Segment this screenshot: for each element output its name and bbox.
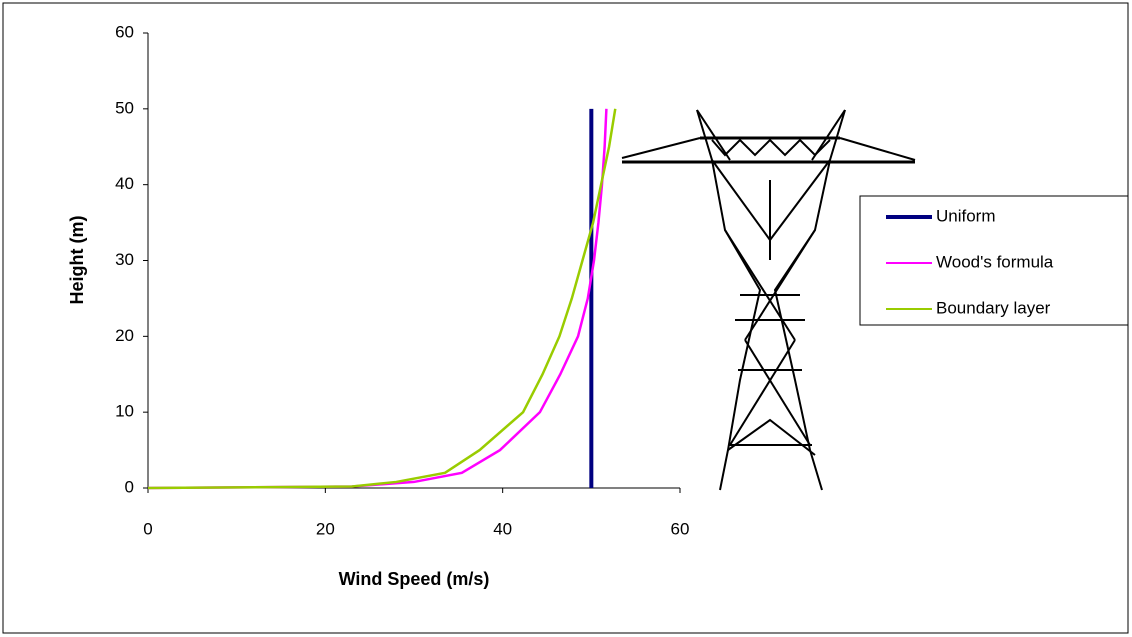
- series-line: [147, 108, 608, 490]
- y-tick-label: 30: [115, 250, 134, 269]
- legend-label: Boundary layer: [936, 298, 1051, 317]
- x-axis-title: Wind Speed (m/s): [339, 569, 490, 589]
- x-tick-label: 40: [493, 519, 512, 538]
- x-tick-label: 20: [316, 519, 335, 538]
- legend-label: Uniform: [936, 206, 996, 225]
- series-line: [147, 108, 617, 490]
- legend-label: Wood's formula: [936, 252, 1054, 271]
- y-tick-label: 40: [115, 174, 134, 193]
- y-tick-label: 20: [115, 326, 134, 345]
- tower-illustration: [621, 109, 916, 491]
- y-tick-label: 0: [125, 477, 134, 496]
- y-axis-title: Height (m): [67, 216, 87, 305]
- y-tick-label: 60: [115, 22, 134, 41]
- x-tick-label: 0: [143, 519, 152, 538]
- y-tick-label: 50: [115, 98, 134, 117]
- x-tick-label: 60: [671, 519, 690, 538]
- y-tick-label: 10: [115, 402, 134, 421]
